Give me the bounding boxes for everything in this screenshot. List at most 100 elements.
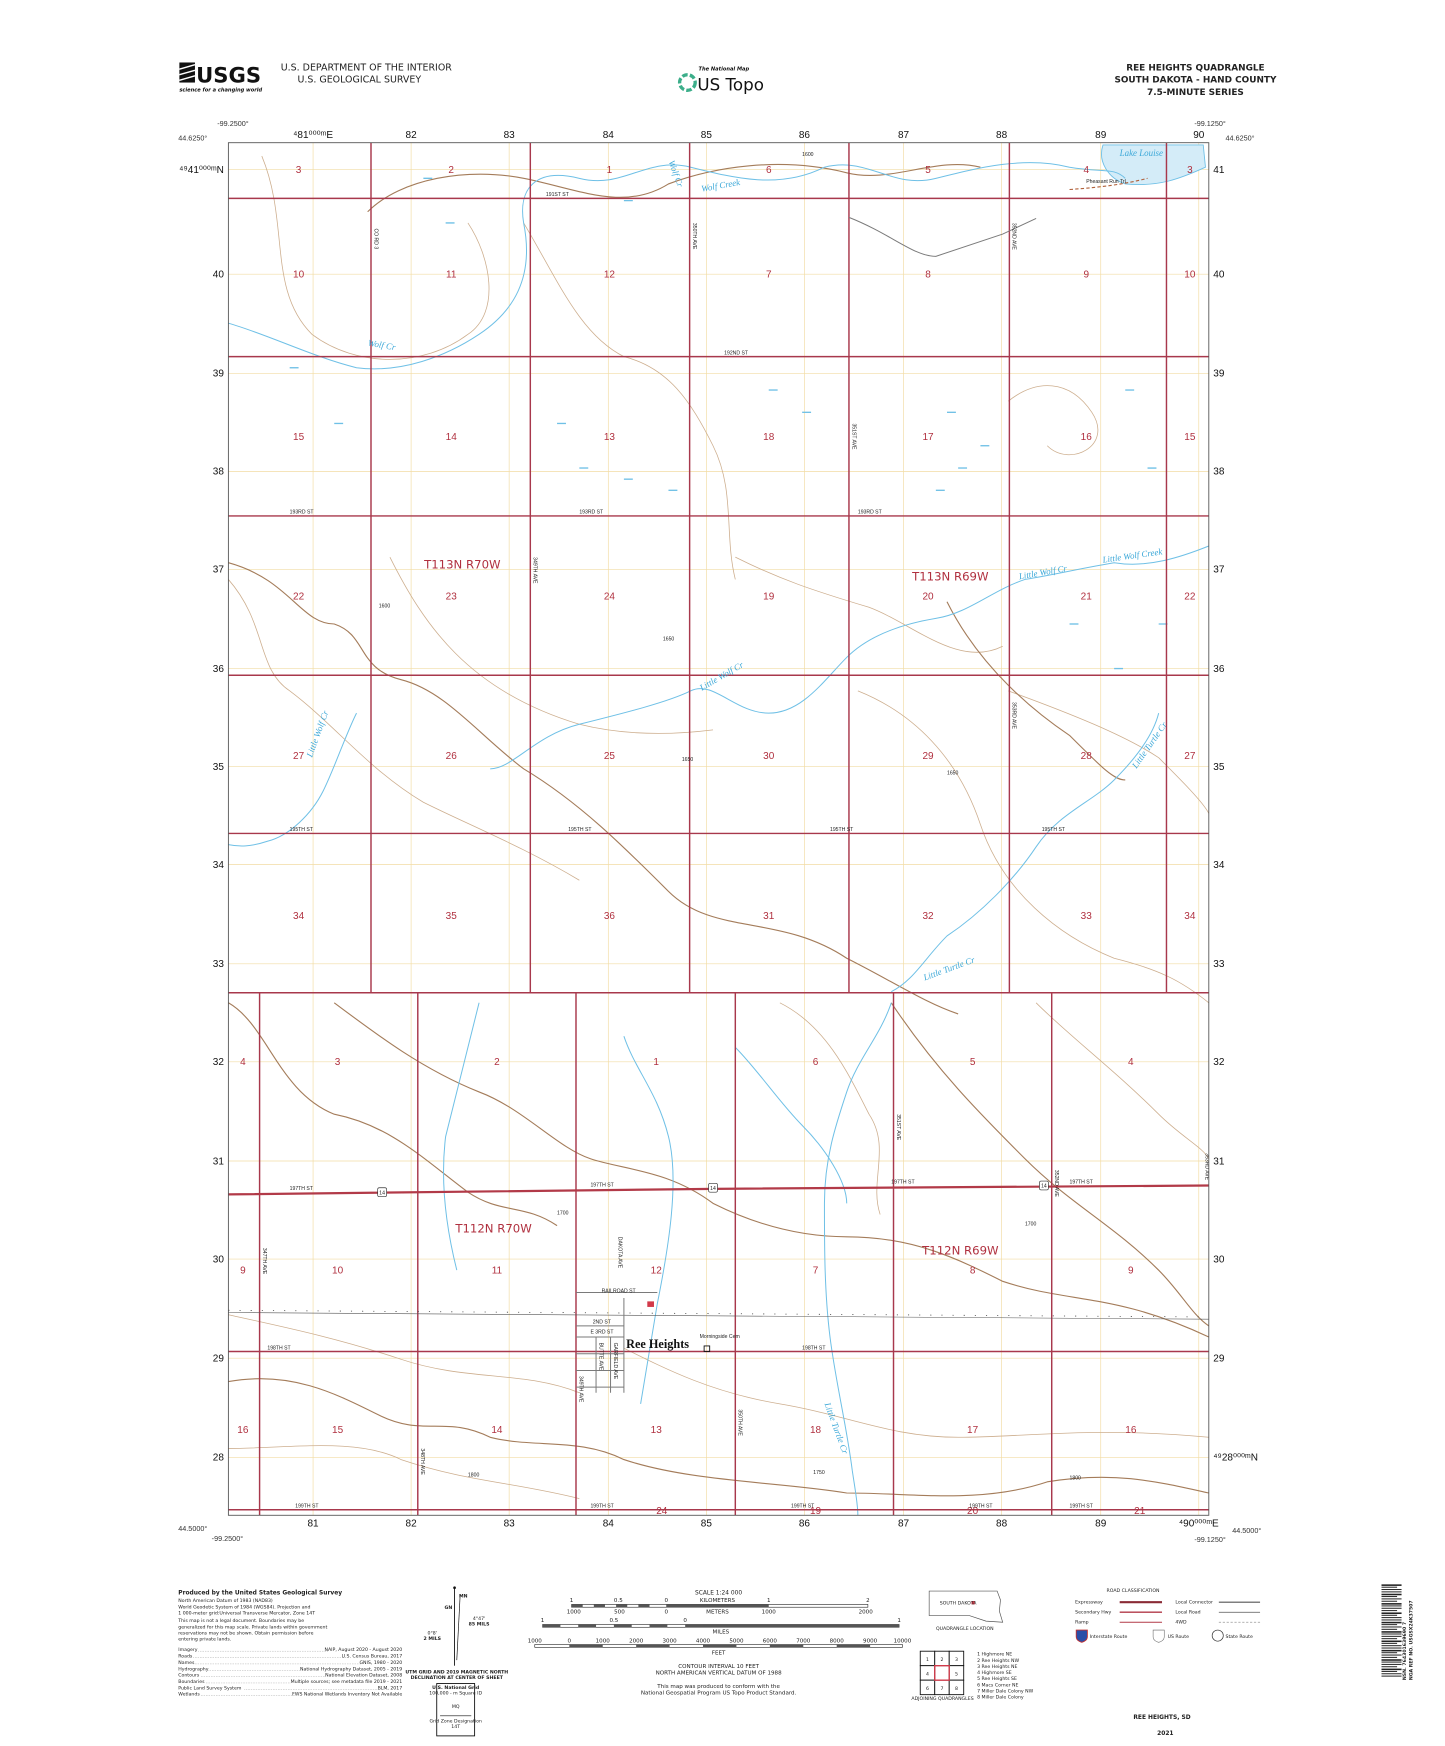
datum-line: World Geodetic System of 1984 (WGS84). P… [178,1604,310,1610]
pheasant-run-trail [1069,177,1148,191]
section-number: 5 [970,1057,976,1068]
km-tick: 0 [664,1598,668,1604]
national-grid-title: U.S. National Grid [432,1685,479,1691]
magnetic-mils: 85 MILS [469,1622,490,1628]
meter-unit: METERS [706,1609,729,1615]
map-collar: -99.2500°44.6250°-99.1250°44.6250°44.500… [178,119,1261,1544]
section-number: 30 [763,751,775,762]
northing-label-left: 40 [213,270,225,281]
barcode-bar [1381,1640,1402,1643]
source-name: Contours [178,1673,200,1679]
magnetic-angle: 4°47' [473,1616,486,1622]
meter-tick: 2000 [859,1609,874,1615]
northing-label-right: 41 [1213,165,1225,176]
township-label: T113N R70W [423,557,501,571]
township-label: T112N R70W [454,1221,532,1235]
product-standard: National Geospatial Program US Topo Prod… [641,1691,797,1697]
road-label: 351ST AVE [850,423,856,450]
disclaimer-line: This map is not a legal document. Bounda… [177,1618,304,1624]
adjoining-cell [934,1665,950,1681]
grid-angle: 0°8' [428,1630,438,1636]
adjoining-cell-number: 3 [955,1657,958,1663]
mile-tick: 1 [897,1618,901,1624]
barcode-bar [1381,1591,1402,1593]
road-class-item: Expressway [1075,1599,1103,1605]
section-number: 24 [656,1506,668,1517]
km-tick: 1 [767,1598,771,1604]
township-label: T113N R69W [911,570,989,584]
adjoining-quad-name: 4 Highmore SE [977,1670,1012,1676]
mile-tick: 0.5 [609,1618,618,1624]
section-number: 9 [1083,270,1089,281]
adjoining-cell-number: 4 [926,1672,929,1678]
barcode-bar [1381,1633,1402,1635]
barcode-bar [1381,1635,1402,1637]
section-number: 3 [335,1057,341,1068]
mile-bar-segment [685,1624,900,1628]
meter-tick: 1000 [762,1609,777,1615]
adjoining-cell-number: 5 [955,1672,958,1678]
section-number: 26 [446,751,458,762]
northing-label-left: 28 [213,1453,225,1464]
feet-bar-segment [836,1644,871,1648]
scale-title: SCALE 1:24 000 [695,1590,742,1596]
easting-label-bottom: 88 [996,1518,1008,1529]
feet-bar-segment [636,1644,670,1648]
kilometer-bar-segment [593,1604,605,1608]
barcode-bar [1381,1626,1402,1628]
section-number: 4 [240,1057,246,1068]
us-route-shield [377,1187,387,1197]
section-number: 6 [766,165,772,176]
national-map-text: The National Map [699,66,750,72]
road-label: E 3RD ST [590,1330,613,1336]
stream [891,713,1160,993]
adjoining-quad-name: 6 Macs Corner NE [977,1682,1018,1688]
adjoining-quad-name: 3 Ree Heights NE [977,1664,1017,1670]
source-value: U.S. Census Bureau, 2017 [342,1654,403,1660]
source-name: Roads [178,1654,193,1660]
section-lines [228,142,1209,1516]
true-north-star [453,1586,456,1590]
meter-tick: 0 [664,1609,668,1615]
road-label: 193RD ST [290,510,314,516]
feet-bar-segment [703,1644,737,1648]
barcode-nga-ref: NGA REF NO. USGSX24K37507 [1409,1600,1415,1680]
contour-elevation-label: 1800 [468,1472,480,1478]
northing-label-left: 31 [213,1156,225,1167]
easting-label-bottom: 85 [701,1518,713,1529]
road-label: 195TH ST [1042,827,1065,833]
index-contour [228,562,959,1015]
section-number: 10 [1184,270,1196,281]
contour-elevation-label: 1600 [802,152,814,158]
road-label: 195TH ST [568,827,591,833]
road-label: CO RD 3 [372,228,378,249]
source-name: Public Land Survey System [178,1685,242,1691]
northing-label-right: 37 [1213,565,1225,576]
section-number: 21 [1134,1506,1146,1517]
us-topo-logo: The National Map US Topo [677,66,764,94]
section-number: 34 [293,911,305,922]
northing-label-left: 36 [213,664,225,675]
road-class-item: Local Connector [1175,1599,1213,1605]
easting-label-top: 83 [504,130,516,141]
section-number: 17 [922,432,934,443]
stream [228,712,357,847]
barcode-bar [1381,1666,1398,1668]
index-contour [228,1378,1209,1497]
section-number: 32 [922,911,934,922]
section-number: 23 [446,591,458,602]
contour-line [735,556,1003,653]
stream [228,162,1126,370]
section-number: 1 [653,1057,659,1068]
section-number: 7 [813,1266,819,1277]
us-route-shield [708,1182,718,1193]
stream-label: Wolf Cr [367,338,396,353]
road-label: 349TH AVE [532,557,538,584]
contour-line [857,690,1209,1004]
source-value: FWS National Wetlands Inventory Not Avai… [292,1692,402,1698]
quad-subtitle: SOUTH DAKOTA - HAND COUNTY [1114,76,1277,86]
adjoining-cell-number: 1 [926,1657,929,1663]
contour-line [1008,690,1209,814]
road-label: Pheasant Run Trl [1086,179,1125,185]
